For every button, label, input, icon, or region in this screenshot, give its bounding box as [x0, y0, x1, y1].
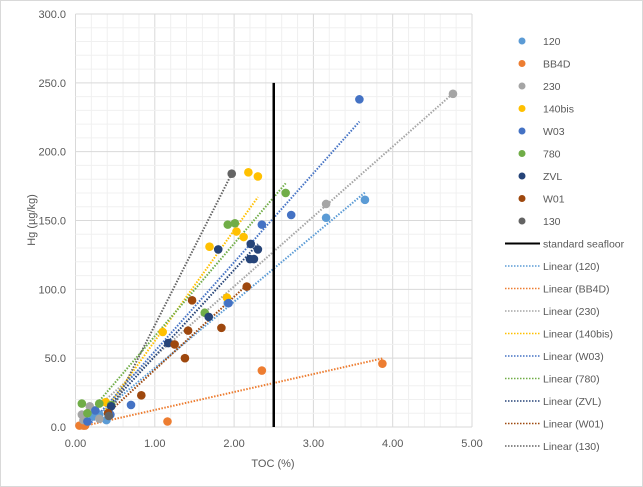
data-point-130 [104, 411, 114, 421]
x-tick-label: 4.00 [382, 438, 403, 450]
y-tick-label: 250.0 [38, 78, 66, 90]
trendline-780 [81, 182, 287, 422]
data-points [75, 89, 458, 430]
tick-labels: 0.00 1.00 2.00 3.00 4.00 5.00 0.0 50.0 100.0 150.… [38, 9, 482, 450]
data-point-120 [321, 213, 331, 223]
data-point-W03 [83, 417, 92, 426]
data-point-780 [77, 399, 87, 408]
trendlines [79, 92, 454, 428]
trendline-W01 [107, 284, 248, 414]
y-tick-label: 300.0 [38, 9, 66, 21]
y-axis-title: Hg (µg/kg) [26, 194, 38, 246]
x-tick-label: 5.00 [461, 438, 482, 450]
legend-label: 140bis [543, 104, 574, 116]
data-point-W01 [137, 391, 146, 400]
data-point-ZVL [246, 239, 256, 249]
data-point-BB4D [257, 366, 267, 375]
legend-label: Linear (W03) [543, 351, 604, 363]
data-point-BB4D [163, 417, 172, 426]
data-point-780 [83, 408, 92, 418]
legend-label: BB4D [543, 59, 571, 71]
data-point-130 [227, 169, 237, 178]
data-point-ZVL [213, 245, 223, 254]
x-tick-label: 3.00 [303, 438, 324, 450]
data-point-140bis [205, 242, 214, 251]
legend-marker-130 [518, 217, 526, 225]
legend-label: Linear (140bis) [543, 329, 613, 341]
data-point-W03 [355, 95, 364, 104]
data-point-140bis [158, 327, 168, 337]
x-axis-title: TOC (%) [251, 458, 294, 470]
legend-label: Linear (120) [543, 261, 600, 273]
trendline-ZVL [110, 243, 259, 405]
data-point-ZVL [249, 254, 259, 264]
legend-label: Linear (BB4D) [543, 284, 610, 296]
data-point-230 [448, 89, 458, 99]
legend-marker-W03 [518, 127, 526, 135]
trendline-120 [84, 191, 366, 427]
data-point-230 [94, 414, 104, 424]
data-point-W01 [187, 296, 197, 305]
data-point-780 [230, 218, 240, 228]
data-point-780 [281, 188, 290, 198]
legend-label: Linear (ZVL) [543, 396, 601, 408]
legend-label: W03 [543, 126, 565, 138]
y-tick-label: 200.0 [38, 147, 66, 159]
data-point-W03 [257, 220, 267, 229]
x-tick-label: 1.00 [144, 438, 165, 450]
data-point-W01 [180, 353, 190, 363]
y-tick-label: 150.0 [38, 216, 66, 228]
x-tick-label: 2.00 [223, 438, 244, 450]
legend-marker-120 [518, 37, 526, 45]
data-point-W03 [126, 400, 136, 410]
trendline-BB4D [79, 357, 383, 428]
legend-label: 120 [543, 36, 561, 48]
legend-label: standard seafloor [543, 239, 625, 251]
y-tick-label: 100.0 [38, 284, 66, 296]
legend: 120 BB4D 230 140bis W03 780 ZVL W01 130 standard … [505, 36, 625, 453]
data-point-780 [223, 220, 233, 229]
data-point-ZVL [204, 312, 214, 322]
legend-marker-ZVL [518, 172, 526, 180]
y-tick-label: 0.0 [51, 422, 66, 434]
x-tick-label: 0.00 [65, 438, 86, 450]
legend-label: 230 [543, 81, 561, 93]
data-point-BB4D [378, 359, 387, 368]
legend-marker-780 [518, 150, 526, 157]
data-point-140bis [244, 168, 253, 177]
legend-label: Linear (W01) [543, 419, 604, 431]
data-point-ZVL [106, 402, 116, 411]
data-point-140bis [253, 172, 263, 181]
trendline-230 [81, 92, 454, 422]
legend-marker-230 [518, 82, 526, 90]
legend-label: 780 [543, 149, 561, 161]
legend-marker-140bis [518, 105, 526, 112]
data-point-780 [94, 399, 104, 408]
trendline-130 [107, 173, 233, 417]
data-point-120 [360, 195, 370, 205]
data-point-W03 [224, 298, 233, 308]
y-tick-label: 50.0 [45, 353, 66, 365]
data-point-W01 [242, 282, 252, 291]
data-point-230 [321, 199, 331, 209]
data-point-140bis [232, 227, 241, 236]
data-point-W01 [183, 326, 193, 335]
legend-label: 130 [543, 216, 561, 228]
legend-label: Linear (130) [543, 441, 600, 453]
trendline-W03 [86, 120, 361, 428]
legend-label: Linear (230) [543, 306, 600, 318]
data-point-ZVL [253, 245, 263, 254]
data-point-140bis [239, 232, 248, 242]
legend-marker-W01 [518, 195, 526, 202]
data-point-W01 [217, 323, 226, 333]
legend-marker-BB4D [518, 60, 526, 67]
data-point-W03 [91, 406, 100, 415]
legend-label: ZVL [543, 171, 562, 183]
data-point-W01 [170, 340, 179, 349]
legend-label: Linear (780) [543, 374, 600, 386]
data-point-W03 [286, 210, 296, 220]
legend-label: W01 [543, 194, 565, 206]
